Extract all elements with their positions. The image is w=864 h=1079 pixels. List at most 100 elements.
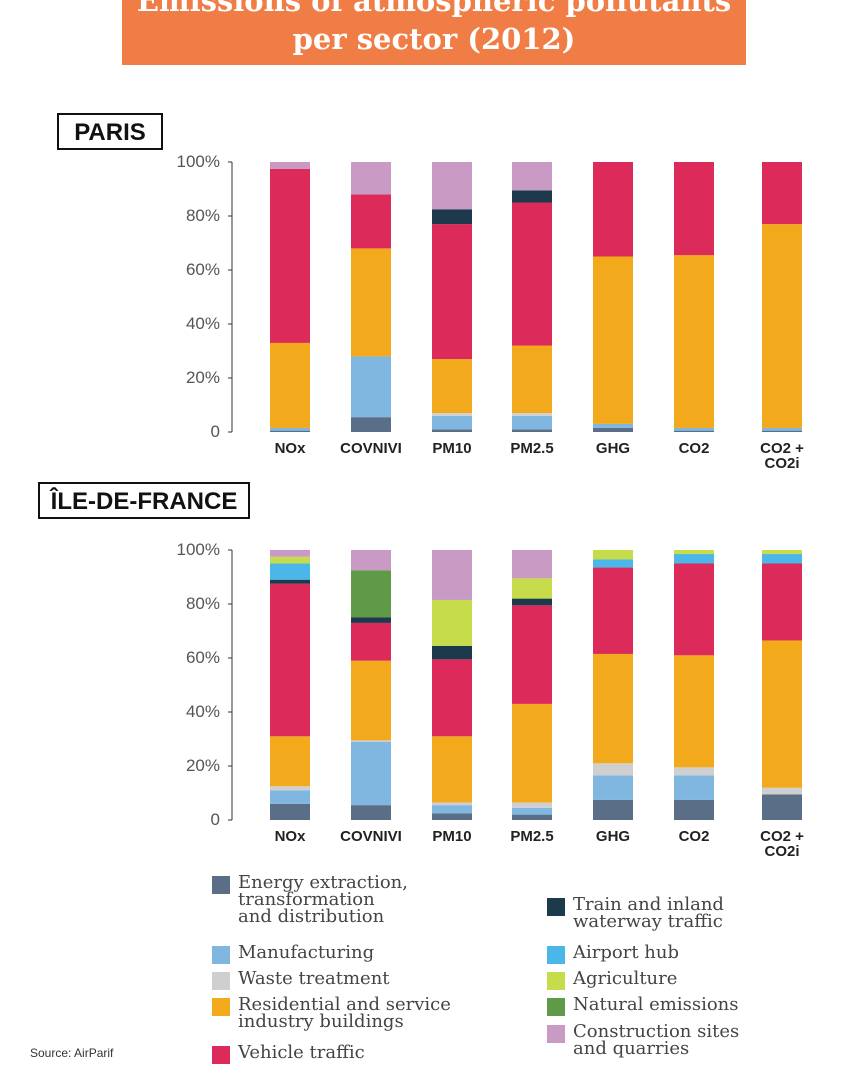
y-tick-label: 40%: [185, 702, 220, 721]
legend-swatch: [212, 876, 230, 894]
legend-swatch: [547, 972, 565, 990]
bar-segment: [593, 653, 633, 764]
x-tick-label: GHG: [595, 440, 631, 457]
bar-segment: [674, 563, 714, 656]
bar-segment: [351, 162, 391, 195]
bar-segment: [674, 767, 714, 776]
bar-segment: [512, 162, 552, 191]
bar-segment: [432, 550, 472, 600]
bar-segment: [674, 775, 714, 800]
bar-segment: [270, 168, 310, 343]
bar-segment: [512, 345, 552, 414]
bar-segment: [593, 763, 633, 776]
bar-segment: [270, 579, 310, 584]
bar-segment: [512, 429, 552, 432]
bar-segment: [270, 736, 310, 787]
x-tick-label: COVNIVI: [340, 440, 402, 457]
legend-label: Agriculture: [573, 968, 678, 989]
title-banner: Emissions of atmospheric pollutants per …: [122, 0, 746, 65]
bar-segment: [432, 162, 472, 210]
bar-segment: [351, 570, 391, 618]
legend-label: Train and inland waterway traffic: [573, 894, 724, 932]
bar-segment: [432, 802, 472, 806]
y-tick-label: 0: [210, 422, 220, 441]
legend-swatch: [212, 972, 230, 990]
bar-segment: [512, 807, 552, 815]
bar-segment: [351, 805, 391, 820]
bar-segment: [270, 790, 310, 804]
x-tick-label: PM10: [432, 440, 472, 457]
bar-segment: [674, 550, 714, 555]
bar-segment: [593, 559, 633, 568]
bar-segment: [432, 359, 472, 414]
bar-segment: [432, 736, 472, 803]
bar-segment: [270, 583, 310, 737]
legend-label: Waste treatment: [238, 968, 390, 989]
bar-segment: [762, 787, 802, 795]
y-tick-label: 0: [210, 810, 220, 829]
y-tick-label: 80%: [185, 206, 220, 225]
bar-segment: [512, 413, 552, 416]
y-tick-label: 100%: [176, 152, 220, 171]
bar-segment: [270, 162, 310, 169]
bar-segment: [593, 256, 633, 424]
bar-segment: [593, 162, 633, 257]
bar-segment: [762, 794, 802, 820]
legend-swatch: [547, 998, 565, 1016]
bar-segment: [270, 430, 310, 432]
bar-segment: [270, 342, 310, 428]
bar-segment: [674, 427, 714, 431]
bar-segment: [432, 659, 472, 737]
bar-segment: [351, 194, 391, 249]
bar-segment: [270, 563, 310, 580]
bar-segment: [762, 554, 802, 564]
legend-swatch: [547, 1025, 565, 1043]
bar-segment: [593, 567, 633, 654]
x-tick-label: GHG: [595, 828, 631, 845]
bar-segment: [593, 775, 633, 800]
bar-segment: [674, 430, 714, 432]
source: Source: AirParif: [30, 1046, 114, 1060]
bar-segment: [351, 740, 391, 742]
legend-label: Energy extraction, transformation and di…: [238, 872, 408, 927]
bar-segment: [270, 427, 310, 431]
bar-segment: [432, 415, 472, 430]
x-tick-label: NOx: [274, 440, 306, 457]
bar-segment: [351, 617, 391, 623]
bar-segment: [512, 605, 552, 704]
bar-segment: [593, 423, 633, 428]
bar-segment: [512, 550, 552, 579]
x-tick-label: COVNIVI: [340, 828, 402, 845]
bar-segment: [762, 224, 802, 428]
bar-segment: [270, 803, 310, 820]
bar-segment: [512, 578, 552, 599]
x-tick-label: PM10: [432, 828, 472, 845]
legend-label: Residential and service industry buildin…: [238, 994, 451, 1032]
title: Emissions of atmospheric pollutants per …: [136, 0, 732, 56]
bar-segment: [270, 550, 310, 557]
x-tick-label: PM2.5: [510, 828, 554, 845]
bar-segment: [512, 415, 552, 430]
legend-label: Construction sites and quarries: [573, 1021, 740, 1059]
y-tick-label: 100%: [176, 540, 220, 559]
bar-segment: [512, 802, 552, 808]
bar-segment: [674, 799, 714, 820]
legend-swatch: [547, 898, 565, 916]
legend-swatch: [212, 1046, 230, 1064]
x-tick-label: PM2.5: [510, 440, 554, 457]
bar-segment: [512, 190, 552, 203]
bar-segment: [432, 224, 472, 360]
bar-segment: [674, 655, 714, 768]
bar-segment: [351, 550, 391, 571]
y-tick-label: 80%: [185, 594, 220, 613]
bar-segment: [432, 209, 472, 225]
bar-segment: [351, 741, 391, 806]
bar-segment: [432, 413, 472, 416]
bar-segment: [762, 430, 802, 432]
bar-segment: [762, 427, 802, 431]
x-tick-label: CO2: [678, 828, 710, 845]
bar-segment: [432, 599, 472, 646]
bar-segment: [351, 660, 391, 741]
bar-segment: [512, 703, 552, 803]
